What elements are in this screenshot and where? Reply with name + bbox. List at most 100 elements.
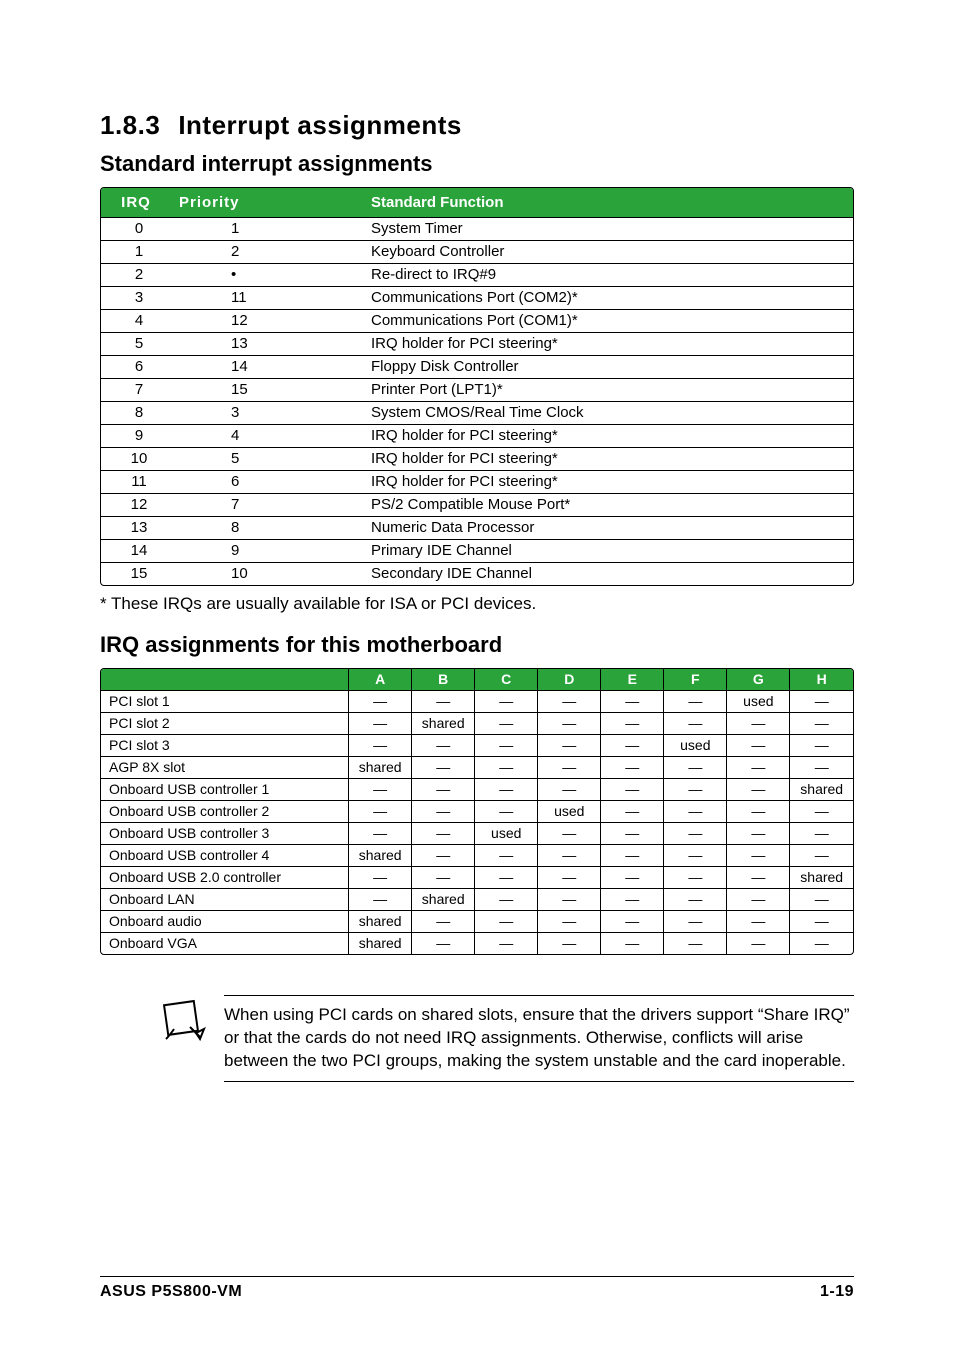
t2-cell: — [727, 757, 790, 779]
t2-cell: — [664, 779, 727, 801]
section-title: Interrupt assignments [178, 110, 462, 141]
t1-cell-priority: 10 [171, 563, 331, 586]
t2-cell: — [664, 933, 727, 955]
t2-row-label: PCI slot 3 [101, 735, 349, 757]
t1-cell-irq: 2 [101, 264, 171, 287]
t2-cell: — [727, 911, 790, 933]
t2-cell: — [475, 801, 538, 823]
t2-cell: — [475, 933, 538, 955]
t2-cell: — [601, 911, 664, 933]
t2-row-label: Onboard audio [101, 911, 349, 933]
t2-cell: — [790, 713, 853, 735]
t2-cell: — [664, 757, 727, 779]
t2-cell: — [538, 867, 601, 889]
t2-cell: — [412, 867, 475, 889]
t2-cell: — [412, 823, 475, 845]
t2-col-B: B [412, 669, 475, 691]
t2-cell: — [412, 845, 475, 867]
t1-cell-priority: 5 [171, 448, 331, 471]
t1-cell-func: Re-direct to IRQ#9 [331, 264, 853, 287]
table-mb-irq: ABCDEFGH PCI slot 1——————used—PCI slot 2… [100, 668, 854, 955]
table-row: 412Communications Port (COM1)* [101, 310, 853, 333]
t1-cell-irq: 8 [101, 402, 171, 425]
t2-cell: shared [790, 867, 853, 889]
t1-cell-func: Printer Port (LPT1)* [331, 379, 853, 402]
t2-row-label: AGP 8X slot [101, 757, 349, 779]
table-row: 715Printer Port (LPT1)* [101, 379, 853, 402]
t2-cell: shared [349, 911, 412, 933]
t1-cell-func: Secondary IDE Channel [331, 563, 853, 586]
t1-cell-irq: 9 [101, 425, 171, 448]
subheading-standard: Standard interrupt assignments [100, 151, 854, 177]
t1-col-priority: Priority [171, 188, 331, 218]
t2-cell: — [790, 933, 853, 955]
t2-cell: — [790, 889, 853, 911]
t2-col-E: E [601, 669, 664, 691]
t2-cell: — [475, 757, 538, 779]
t2-row-label: Onboard USB controller 2 [101, 801, 349, 823]
t2-cell: — [412, 779, 475, 801]
note-text: When using PCI cards on shared slots, en… [224, 995, 854, 1082]
t2-cell: — [412, 691, 475, 713]
t1-cell-func: PS/2 Compatible Mouse Port* [331, 494, 853, 517]
t2-cell: — [727, 801, 790, 823]
t1-cell-priority: • [171, 264, 331, 287]
t2-row-label: Onboard USB 2.0 controller [101, 867, 349, 889]
table-row: Onboard USB 2.0 controller———————shared [101, 867, 853, 889]
table-row: Onboard audioshared——————— [101, 911, 853, 933]
t1-cell-func: IRQ holder for PCI steering* [331, 471, 853, 494]
t2-cell: — [412, 757, 475, 779]
t2-cell: — [664, 691, 727, 713]
t1-col-func: Standard Function [331, 188, 853, 218]
t2-cell: — [475, 845, 538, 867]
t1-col-irq: IRQ [101, 188, 171, 218]
t2-cell: — [601, 845, 664, 867]
footer-page-number: 1-19 [820, 1283, 854, 1301]
t1-cell-irq: 10 [101, 448, 171, 471]
t2-cell: — [412, 933, 475, 955]
t1-cell-irq: 6 [101, 356, 171, 379]
t1-cell-priority: 7 [171, 494, 331, 517]
t2-cell: — [538, 779, 601, 801]
table-row: 116IRQ holder for PCI steering* [101, 471, 853, 494]
t1-cell-priority: 6 [171, 471, 331, 494]
table-row: 12Keyboard Controller [101, 241, 853, 264]
t1-cell-priority: 9 [171, 540, 331, 563]
t2-cell: — [790, 845, 853, 867]
t2-cell: — [664, 823, 727, 845]
t1-cell-irq: 1 [101, 241, 171, 264]
subheading-mb-irq: IRQ assignments for this motherboard [100, 632, 854, 658]
t2-col-D: D [538, 669, 601, 691]
t2-col-label [101, 669, 349, 691]
t2-cell: — [475, 911, 538, 933]
t2-cell: — [538, 845, 601, 867]
t2-col-H: H [790, 669, 853, 691]
t2-cell: used [538, 801, 601, 823]
t2-cell: — [790, 801, 853, 823]
t2-cell: — [601, 889, 664, 911]
t2-cell: — [601, 823, 664, 845]
table-row: 83System CMOS/Real Time Clock [101, 402, 853, 425]
t1-cell-func: System CMOS/Real Time Clock [331, 402, 853, 425]
table-row: Onboard USB controller 2———used———— [101, 801, 853, 823]
t2-row-label: PCI slot 1 [101, 691, 349, 713]
table-row: Onboard LAN—shared—————— [101, 889, 853, 911]
footer-product: ASUS P5S800-VM [100, 1283, 242, 1301]
t2-cell: — [727, 779, 790, 801]
t2-cell: shared [790, 779, 853, 801]
t1-cell-func: IRQ holder for PCI steering* [331, 425, 853, 448]
table-row: Onboard USB controller 1———————shared [101, 779, 853, 801]
table-row: 01System Timer [101, 218, 853, 241]
t2-cell: — [475, 713, 538, 735]
t2-col-F: F [664, 669, 727, 691]
t2-row-label: Onboard USB controller 4 [101, 845, 349, 867]
t1-cell-irq: 15 [101, 563, 171, 586]
t2-cell: — [349, 801, 412, 823]
t1-cell-func: Floppy Disk Controller [331, 356, 853, 379]
t2-cell: — [601, 933, 664, 955]
t2-cell: — [790, 911, 853, 933]
t2-cell: — [727, 823, 790, 845]
t1-cell-priority: 3 [171, 402, 331, 425]
t2-cell: — [349, 735, 412, 757]
t2-cell: — [664, 801, 727, 823]
